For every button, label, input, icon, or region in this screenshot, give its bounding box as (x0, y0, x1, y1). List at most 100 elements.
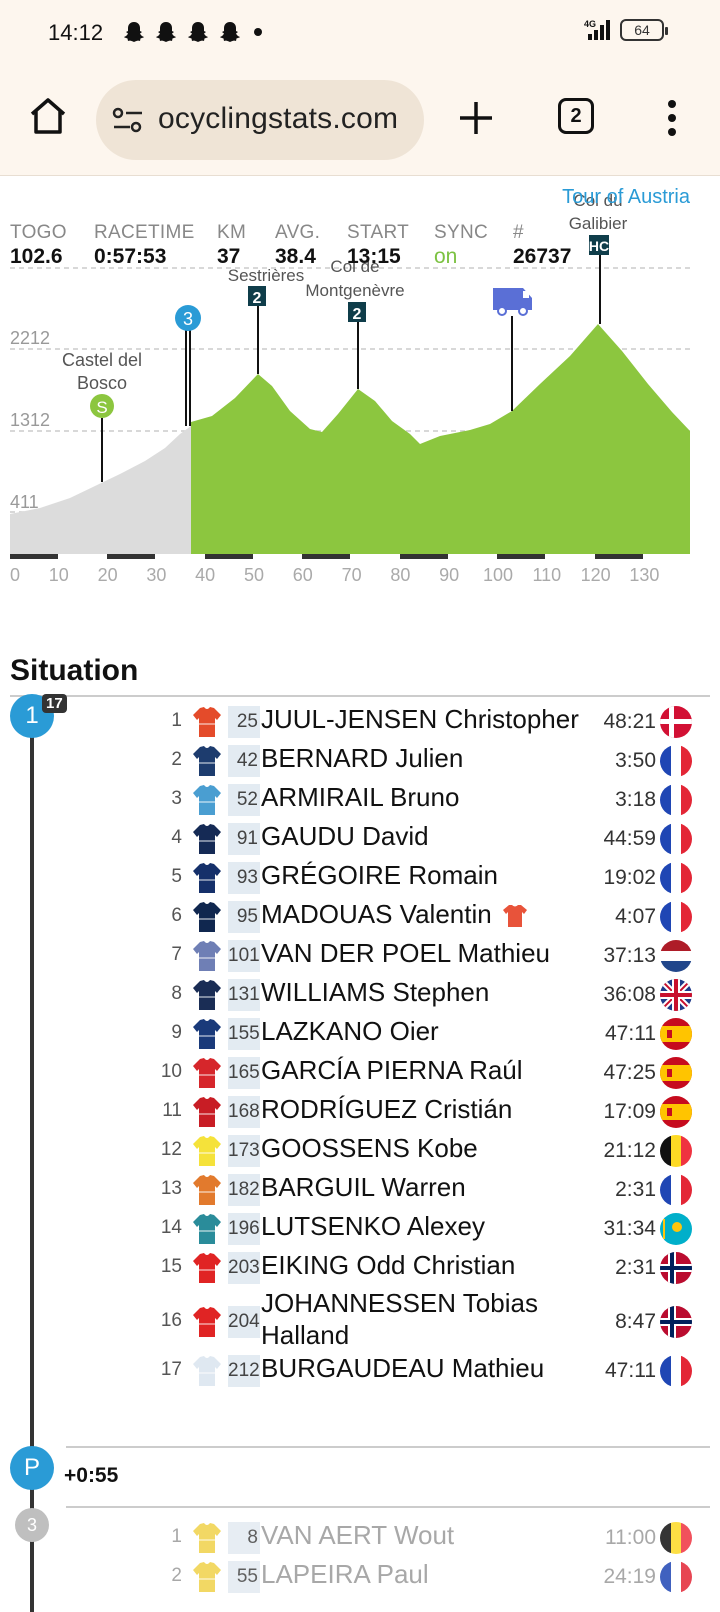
rider-time: 4:07 (615, 905, 656, 928)
country-flag-icon (660, 823, 692, 855)
rider-row[interactable]: 3 52 ARMIRAIL Bruno 3:18 (160, 780, 700, 819)
rider-row[interactable]: 8 131 WILLIAMS Stephen 36:08 (160, 975, 700, 1014)
rider-row[interactable]: 1 8 VAN AERT Wout 11:00 (160, 1518, 700, 1557)
snapchat-icon (220, 22, 240, 42)
rider-time: 11:00 (605, 1526, 656, 1549)
rider-name[interactable]: ARMIRAIL Bruno (261, 782, 460, 812)
support-van-icon[interactable] (493, 288, 532, 411)
rider-name[interactable]: VAN DER POEL Mathieu (261, 938, 550, 968)
rider-row[interactable]: 2 55 LAPEIRA Paul 24:19 (160, 1557, 700, 1596)
rider-name[interactable]: RODRÍGUEZ Cristián (261, 1094, 513, 1124)
rider-time: 2:31 (615, 1256, 656, 1279)
x-tick-label: 80 (390, 565, 410, 585)
rider-position: 10 (160, 1061, 182, 1082)
rider-position: 6 (171, 905, 182, 926)
url-text[interactable]: ocyclingstats.com (158, 102, 399, 135)
race-stats: TOGO 102.6 RACETIME 0:57:53 KM 37 AVG. 3… (10, 222, 700, 268)
rider-time: 37:13 (603, 944, 656, 967)
climb-castel-del-bosco[interactable]: Castel del Bosco S (62, 350, 142, 482)
rider-name[interactable]: GARCÍA PIERNA Raúl (261, 1055, 523, 1085)
browser-toolbar: ocyclingstats.com 2 (0, 64, 720, 176)
profile-elevation-labels: 2212 1312 411 (10, 328, 50, 512)
snapchat-icon (188, 22, 208, 42)
rider-row[interactable]: 7 101 VAN DER POEL Mathieu 37:13 (160, 936, 700, 975)
team-jersey-icon (192, 979, 222, 1011)
rider-bib: 212 (228, 1355, 260, 1387)
rider-name[interactable]: BARGUIL Warren (261, 1172, 466, 1202)
svg-text:2: 2 (253, 290, 262, 307)
rider-name[interactable]: MADOUAS Valentin (261, 899, 528, 929)
rider-name[interactable]: GAUDU David (261, 821, 429, 851)
rider-position: 1 (171, 710, 182, 731)
country-flag-icon (660, 1252, 692, 1284)
climb-col-de-montgenevre[interactable]: Col de Montgenèvre 2 (305, 257, 405, 389)
rider-name[interactable]: LAPEIRA Paul (261, 1559, 429, 1589)
situation-title: Situation (10, 654, 139, 687)
rider-row[interactable]: 2 42 BERNARD Julien 3:50 (160, 741, 700, 780)
team-jersey-icon (192, 940, 222, 972)
rider-position: 17 (160, 1359, 182, 1380)
rider-row[interactable]: 15 203 EIKING Odd Christian 2:31 (160, 1248, 700, 1287)
snapchat-icon (156, 22, 176, 42)
group-position-marker[interactable]: 3 (175, 305, 201, 426)
country-flag-icon (660, 1522, 692, 1554)
rider-row[interactable]: 11 168 RODRÍGUEZ Cristián 17:09 (160, 1092, 700, 1131)
rider-position: 11 (162, 1100, 182, 1121)
group-badge-3[interactable]: 3 (15, 1508, 49, 1542)
rider-name[interactable]: JUUL-JENSEN Christopher (261, 704, 579, 734)
svg-text:S: S (96, 398, 107, 417)
rider-name[interactable]: GRÉGOIRE Romain (261, 860, 498, 890)
climb-sestrieres[interactable]: Sestrières 2 (228, 266, 305, 374)
rider-name[interactable]: JOHANNESSEN Tobias Halland (261, 1288, 538, 1350)
rider-time: 21:12 (603, 1139, 656, 1162)
group-badge-1[interactable]: 1 (10, 694, 54, 738)
home-icon[interactable] (26, 94, 70, 138)
rider-name[interactable]: LAZKANO Oier (261, 1016, 439, 1046)
rider-row[interactable]: 12 173 GOOSSENS Kobe 21:12 (160, 1131, 700, 1170)
rider-row[interactable]: 14 196 LUTSENKO Alexey 31:34 (160, 1209, 700, 1248)
rider-row[interactable]: 10 165 GARCÍA PIERNA Raúl 47:25 (160, 1053, 700, 1092)
rider-position: 5 (171, 866, 182, 887)
rider-name[interactable]: EIKING Odd Christian (261, 1250, 516, 1280)
rider-row[interactable]: 9 155 LAZKANO Oier 47:11 (160, 1014, 700, 1053)
x-tick-label: 0 (10, 565, 20, 585)
peloton-badge[interactable]: P (10, 1446, 54, 1490)
rider-row[interactable]: 6 95 MADOUAS Valentin 4:07 (160, 897, 700, 936)
rider-position: 7 (171, 944, 182, 965)
rider-name[interactable]: GOOSSENS Kobe (261, 1133, 478, 1163)
x-tick-label: 70 (342, 565, 362, 585)
svg-text:3: 3 (183, 309, 193, 329)
rider-row[interactable]: 5 93 GRÉGOIRE Romain 19:02 (160, 858, 700, 897)
rider-name[interactable]: VAN AERT Wout (261, 1520, 455, 1550)
divider (66, 1446, 710, 1448)
rider-position: 3 (171, 788, 182, 809)
x-tick-label: 50 (244, 565, 264, 585)
rider-position: 9 (171, 1022, 182, 1043)
rider-position: 2 (171, 749, 182, 770)
address-bar[interactable]: ocyclingstats.com (96, 80, 424, 160)
new-tab-icon[interactable] (456, 98, 496, 138)
profile-remaining-area (191, 324, 690, 554)
more-menu-icon[interactable] (660, 96, 684, 140)
rider-time: 19:02 (603, 866, 656, 889)
status-time: 14:12 (48, 20, 104, 45)
rider-row[interactable]: 16 204 JOHANNESSEN Tobias Halland 8:47 (160, 1287, 700, 1351)
rider-name[interactable]: BURGAUDEAU Mathieu (261, 1353, 545, 1383)
rider-name[interactable]: WILLIAMS Stephen (261, 977, 490, 1007)
country-flag-icon (660, 1096, 692, 1128)
race-title-link[interactable]: Tour of Austria (562, 186, 690, 208)
rider-row[interactable]: 4 91 GAUDU David 44:59 (160, 819, 700, 858)
svg-text:Castel del: Castel del (62, 350, 142, 370)
climb-col-du-galibier[interactable]: Col du Galibier HC (569, 191, 628, 324)
rider-row[interactable]: 17 212 BURGAUDEAU Mathieu 47:11 (160, 1351, 700, 1390)
site-settings-icon[interactable] (112, 106, 144, 134)
rider-name[interactable]: BERNARD Julien (261, 743, 464, 773)
rider-name[interactable]: LUTSENKO Alexey (261, 1211, 485, 1241)
rider-row[interactable]: 13 182 BARGUIL Warren 2:31 (160, 1170, 700, 1209)
rider-time: 17:09 (603, 1100, 656, 1123)
rider-row[interactable]: 1 25 JUUL-JENSEN Christopher 48:21 (160, 702, 700, 741)
team-jersey-icon (192, 1018, 222, 1050)
tab-switcher-button[interactable]: 2 (558, 98, 594, 134)
stat-sync[interactable]: SYNC on (434, 222, 488, 268)
team-jersey-icon (192, 706, 222, 738)
